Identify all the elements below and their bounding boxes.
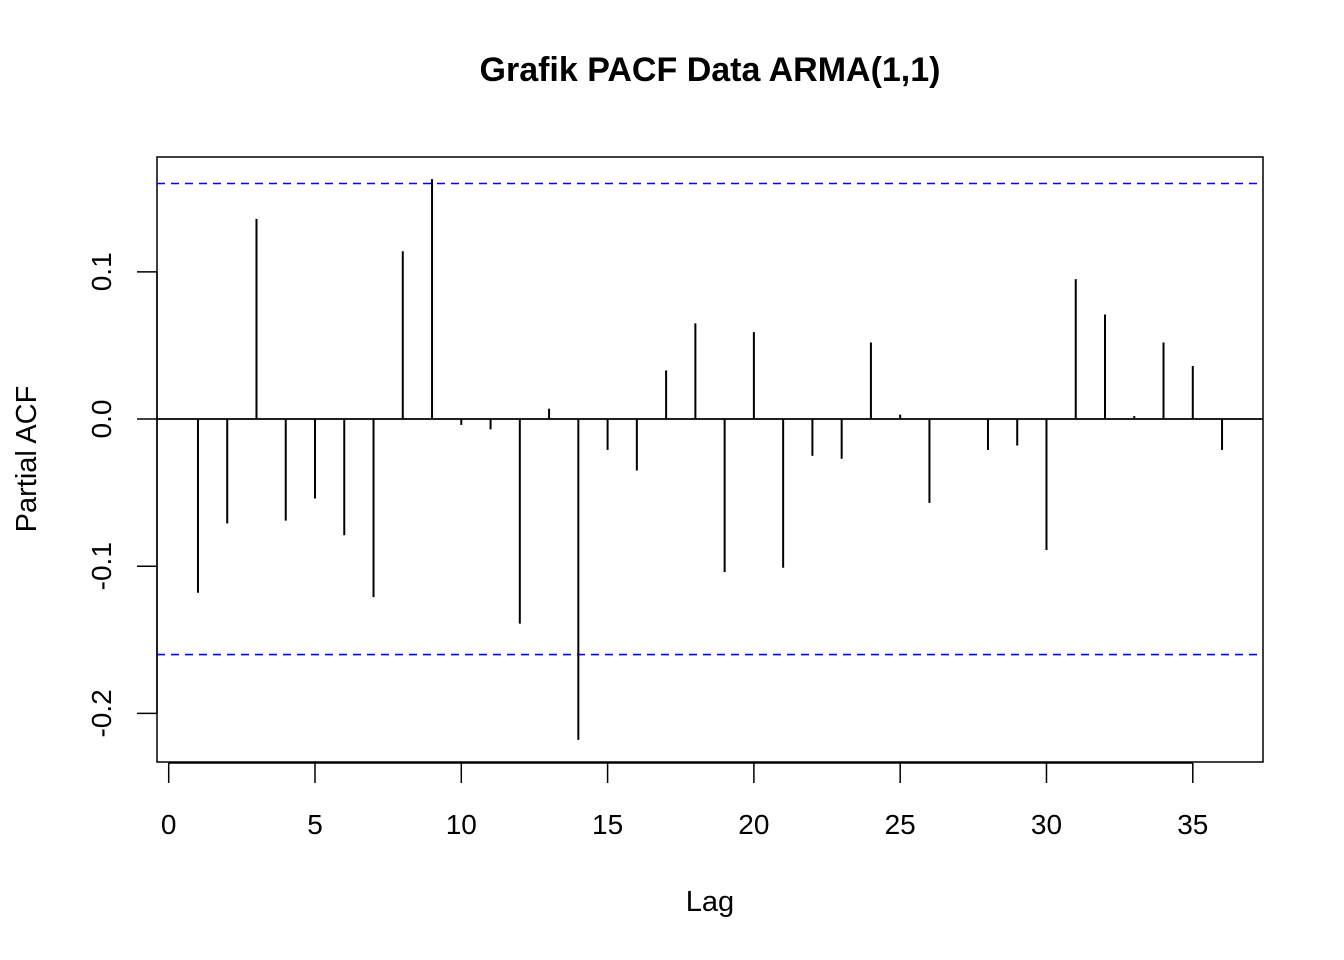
x-tick-label-25: 25 bbox=[885, 809, 916, 840]
x-tick-label-20: 20 bbox=[738, 809, 769, 840]
x-tick-label-0: 0 bbox=[161, 809, 177, 840]
y-tick-label-2: 0.0 bbox=[86, 400, 117, 439]
confidence-bounds bbox=[157, 182, 1263, 656]
y-tick-label-0: -0.2 bbox=[86, 689, 117, 737]
y-axis-label: Partial ACF bbox=[11, 386, 43, 533]
x-axis-label: Lag bbox=[686, 886, 734, 918]
plot-frame bbox=[156, 156, 1264, 763]
x-tick-label-5: 5 bbox=[307, 809, 323, 840]
x-tick-label-35: 35 bbox=[1177, 809, 1208, 840]
y-tick-label-3: 0.1 bbox=[86, 252, 117, 291]
y-tick-label-1: -0.1 bbox=[86, 542, 117, 590]
x-tick-label-30: 30 bbox=[1031, 809, 1062, 840]
x-tick-label-15: 15 bbox=[592, 809, 623, 840]
y-axis: -0.2 -0.1 0.0 0.1 bbox=[86, 252, 158, 738]
pacf-bars bbox=[157, 179, 1263, 740]
chart-title: Grafik PACF Data ARMA(1,1) bbox=[480, 51, 941, 89]
x-tick-label-10: 10 bbox=[446, 809, 477, 840]
x-axis: 0 5 10 15 20 25 30 35 bbox=[161, 762, 1208, 840]
